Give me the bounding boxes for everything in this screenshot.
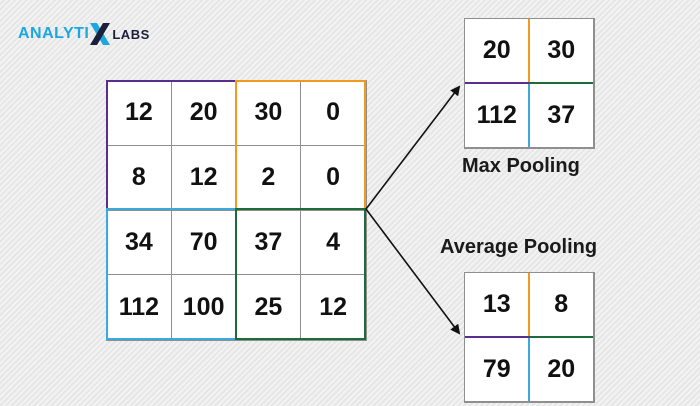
max-cell: 112 [465, 83, 530, 148]
arrow-to-average-pooling [365, 208, 461, 335]
input-cell: 8 [107, 145, 172, 211]
max-cell: 37 [529, 83, 594, 148]
avg-cell: 79 [465, 337, 530, 402]
input-cell: 12 [107, 81, 172, 146]
max-cell: 30 [529, 19, 594, 84]
max-pooling-label: Max Pooling [462, 155, 580, 177]
input-cell: 34 [107, 210, 172, 276]
average-pooling-output: 13 8 79 20 [464, 272, 595, 403]
input-cell: 30 [236, 81, 302, 146]
logo-x-icon [90, 23, 111, 45]
input-cell: 12 [171, 145, 237, 211]
input-cell: 0 [301, 81, 366, 146]
average-pooling-label: Average Pooling [440, 236, 598, 258]
input-cell: 37 [236, 210, 302, 276]
input-cell: 70 [171, 210, 237, 276]
arrow-to-max-pooling [365, 85, 461, 210]
avg-cell: 8 [529, 273, 594, 338]
max-pooling-output: 20 30 112 37 [464, 18, 595, 149]
input-cell: 25 [236, 275, 302, 340]
input-cell: 2 [236, 145, 302, 211]
input-cell: 12 [301, 275, 366, 340]
input-cell: 112 [107, 275, 172, 340]
input-cell: 0 [301, 145, 366, 211]
logo-text-analyti: ANALYTI [18, 25, 90, 42]
avg-cell: 20 [529, 337, 594, 402]
input-cell: 100 [171, 275, 237, 340]
input-cell: 20 [171, 81, 237, 146]
avg-cell: 13 [465, 273, 530, 338]
analytixlabs-logo: ANALYTI LABS [18, 22, 150, 46]
max-cell: 20 [465, 19, 530, 84]
input-feature-map: 12 20 30 0 8 12 2 0 34 70 37 4 112 100 2… [106, 80, 367, 341]
input-cell: 4 [301, 210, 366, 276]
logo-text-labs: LABS [112, 26, 150, 42]
